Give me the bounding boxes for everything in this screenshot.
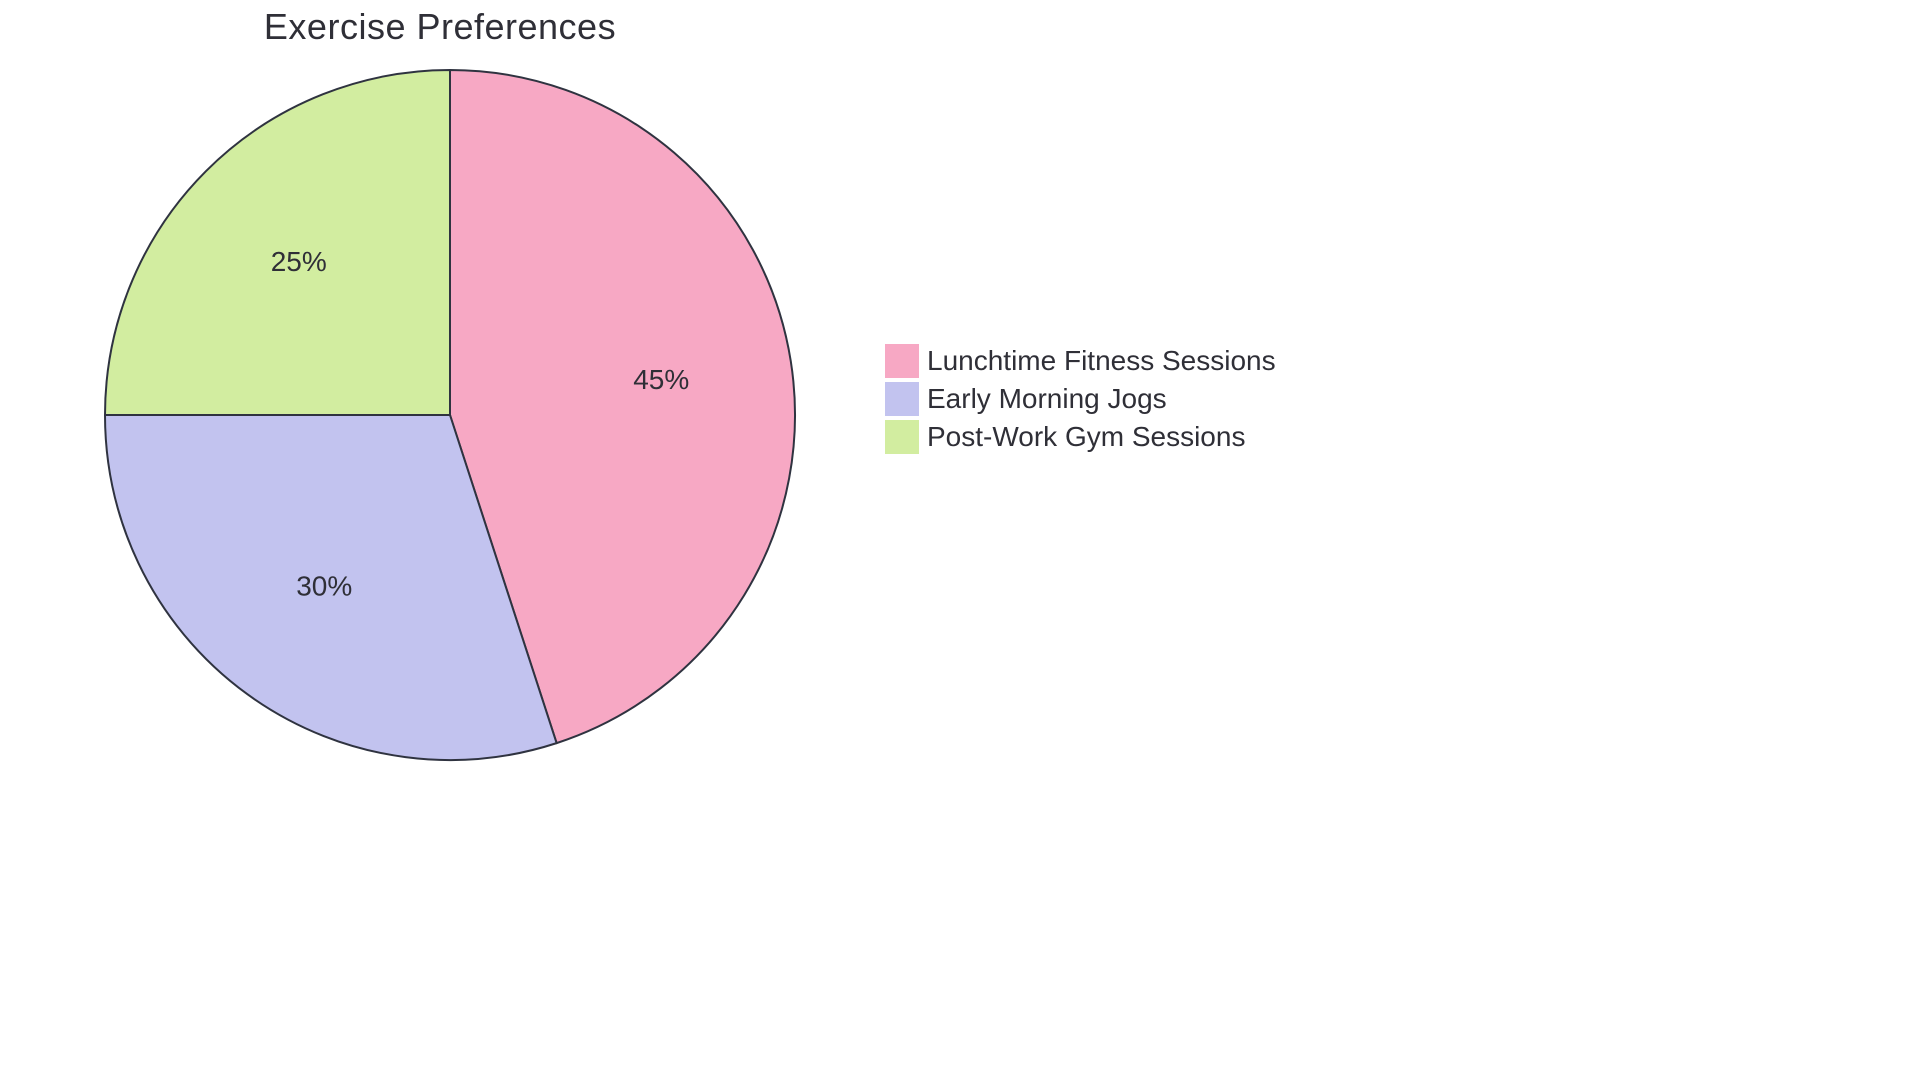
legend-item: Lunchtime Fitness Sessions — [885, 344, 1276, 378]
legend-item: Early Morning Jogs — [885, 382, 1276, 416]
pie-slice — [105, 70, 450, 415]
legend-item: Post-Work Gym Sessions — [885, 420, 1276, 454]
slice-label: 45% — [633, 364, 689, 395]
legend-swatch — [885, 344, 919, 378]
chart-title: Exercise Preferences — [0, 6, 880, 48]
pie-chart: 45% 30% 25% — [100, 65, 800, 765]
legend: Lunchtime Fitness Sessions Early Morning … — [885, 340, 1276, 458]
legend-label: Post-Work Gym Sessions — [927, 421, 1245, 453]
slice-label: 25% — [271, 246, 327, 277]
legend-label: Early Morning Jogs — [927, 383, 1167, 415]
legend-label: Lunchtime Fitness Sessions — [927, 345, 1276, 377]
chart-stage: Exercise Preferences 45% 30% 25% Lunchtime… — [0, 0, 1440, 810]
legend-swatch — [885, 420, 919, 454]
legend-swatch — [885, 382, 919, 416]
slice-label: 30% — [296, 570, 352, 601]
